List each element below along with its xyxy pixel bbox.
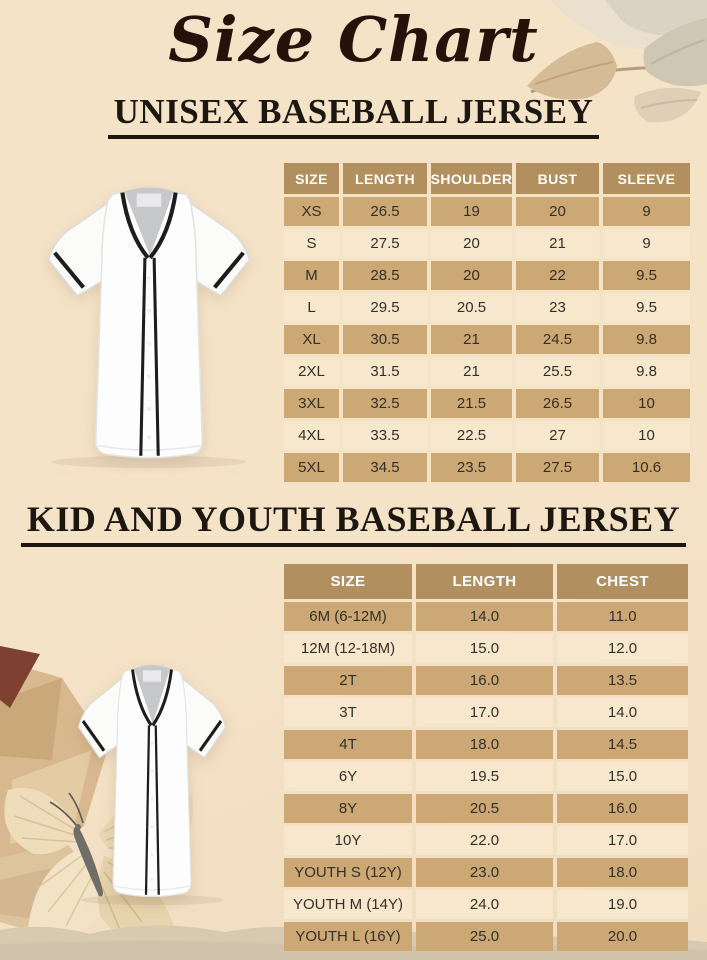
measurement-cell: 16.0 [557,794,688,823]
measurement-cell: 32.5 [343,389,427,418]
measurement-cell: 15.0 [416,634,553,663]
size-label-cell: L [284,293,339,322]
kids-section-heading: KID AND YOUTH BASEBALL JERSEY [0,498,707,547]
measurement-cell: 10.6 [603,453,690,482]
measurement-cell: 20.0 [557,922,688,951]
size-label-cell: XS [284,197,339,226]
measurement-cell: 13.5 [557,666,688,695]
kid-jersey-image [62,645,242,907]
measurement-cell: 27.5 [343,229,427,258]
measurement-cell: 11.0 [557,602,688,631]
size-label-cell: 6Y [284,762,412,791]
measurement-cell: 19.0 [557,890,688,919]
size-label-cell: 2T [284,666,412,695]
measurement-cell: 9.5 [603,261,690,290]
measurement-cell: 30.5 [343,325,427,354]
measurement-cell: 21 [431,325,512,354]
adult-jersey-image [26,164,272,470]
column-header-shoulder: SHOULDER [431,163,512,194]
measurement-cell: 20.5 [416,794,553,823]
measurement-cell: 9 [603,229,690,258]
size-label-cell: 10Y [284,826,412,855]
measurement-cell: 21 [516,229,599,258]
measurement-cell: 24.5 [516,325,599,354]
measurement-cell: 33.5 [343,421,427,450]
measurement-cell: 27 [516,421,599,450]
measurement-cell: 34.5 [343,453,427,482]
unisex-size-table: SIZE LENGTH SHOULDER BUST SLEEVE XS 26.5 19 20 9 S… [284,163,690,482]
measurement-cell: 24.0 [416,890,553,919]
measurement-cell: 26.5 [343,197,427,226]
measurement-cell: 10 [603,389,690,418]
measurement-cell: 21 [431,357,512,386]
unisex-heading-text: UNISEX BASEBALL JERSEY [107,92,600,139]
kids-heading-text: KID AND YOUTH BASEBALL JERSEY [20,498,687,547]
measurement-cell: 14.5 [557,730,688,759]
column-header-length: LENGTH [343,163,427,194]
measurement-cell: 20 [516,197,599,226]
column-header-bust: BUST [516,163,599,194]
column-header-chest: CHEST [557,564,688,599]
size-label-cell: 2XL [284,357,339,386]
size-label-cell: 6M (6-12M) [284,602,412,631]
measurement-cell: 27.5 [516,453,599,482]
measurement-cell: 19 [431,197,512,226]
measurement-cell: 20 [431,261,512,290]
measurement-cell: 29.5 [343,293,427,322]
column-header-sleeve: SLEEVE [603,163,690,194]
size-label-cell: 4T [284,730,412,759]
measurement-cell: 31.5 [343,357,427,386]
measurement-cell: 26.5 [516,389,599,418]
measurement-cell: 25.0 [416,922,553,951]
measurement-cell: 20.5 [431,293,512,322]
measurement-cell: 22.0 [416,826,553,855]
measurement-cell: 10 [603,421,690,450]
size-label-cell: M [284,261,339,290]
measurement-cell: 25.5 [516,357,599,386]
measurement-cell: 19.5 [416,762,553,791]
measurement-cell: 23.0 [416,858,553,887]
kids-size-table: SIZE LENGTH CHEST 6M (6-12M) 14.0 11.0 12M (12… [284,564,688,951]
size-label-cell: YOUTH M (14Y) [284,890,412,919]
measurement-cell: 23 [516,293,599,322]
measurement-cell: 17.0 [557,826,688,855]
size-label-cell: 3XL [284,389,339,418]
column-header-size: SIZE [284,163,339,194]
size-label-cell: 3T [284,698,412,727]
measurement-cell: 16.0 [416,666,553,695]
measurement-cell: 23.5 [431,453,512,482]
measurement-cell: 12.0 [557,634,688,663]
unisex-section-heading: UNISEX BASEBALL JERSEY [0,92,707,139]
measurement-cell: 14.0 [557,698,688,727]
measurement-cell: 22 [516,261,599,290]
measurement-cell: 14.0 [416,602,553,631]
measurement-cell: 20 [431,229,512,258]
column-header-size: SIZE [284,564,412,599]
size-label-cell: XL [284,325,339,354]
measurement-cell: 18.0 [557,858,688,887]
measurement-cell: 18.0 [416,730,553,759]
size-label-cell: YOUTH L (16Y) [284,922,412,951]
size-label-cell: YOUTH S (12Y) [284,858,412,887]
page-title: Size Chart [168,3,539,76]
measurement-cell: 22.5 [431,421,512,450]
measurement-cell: 9 [603,197,690,226]
column-header-length: LENGTH [416,564,553,599]
measurement-cell: 17.0 [416,698,553,727]
size-label-cell: 5XL [284,453,339,482]
measurement-cell: 21.5 [431,389,512,418]
measurement-cell: 28.5 [343,261,427,290]
measurement-cell: 9.8 [603,357,690,386]
size-label-cell: 8Y [284,794,412,823]
size-label-cell: S [284,229,339,258]
size-label-cell: 12M (12-18M) [284,634,412,663]
measurement-cell: 9.5 [603,293,690,322]
measurement-cell: 9.8 [603,325,690,354]
measurement-cell: 15.0 [557,762,688,791]
size-label-cell: 4XL [284,421,339,450]
